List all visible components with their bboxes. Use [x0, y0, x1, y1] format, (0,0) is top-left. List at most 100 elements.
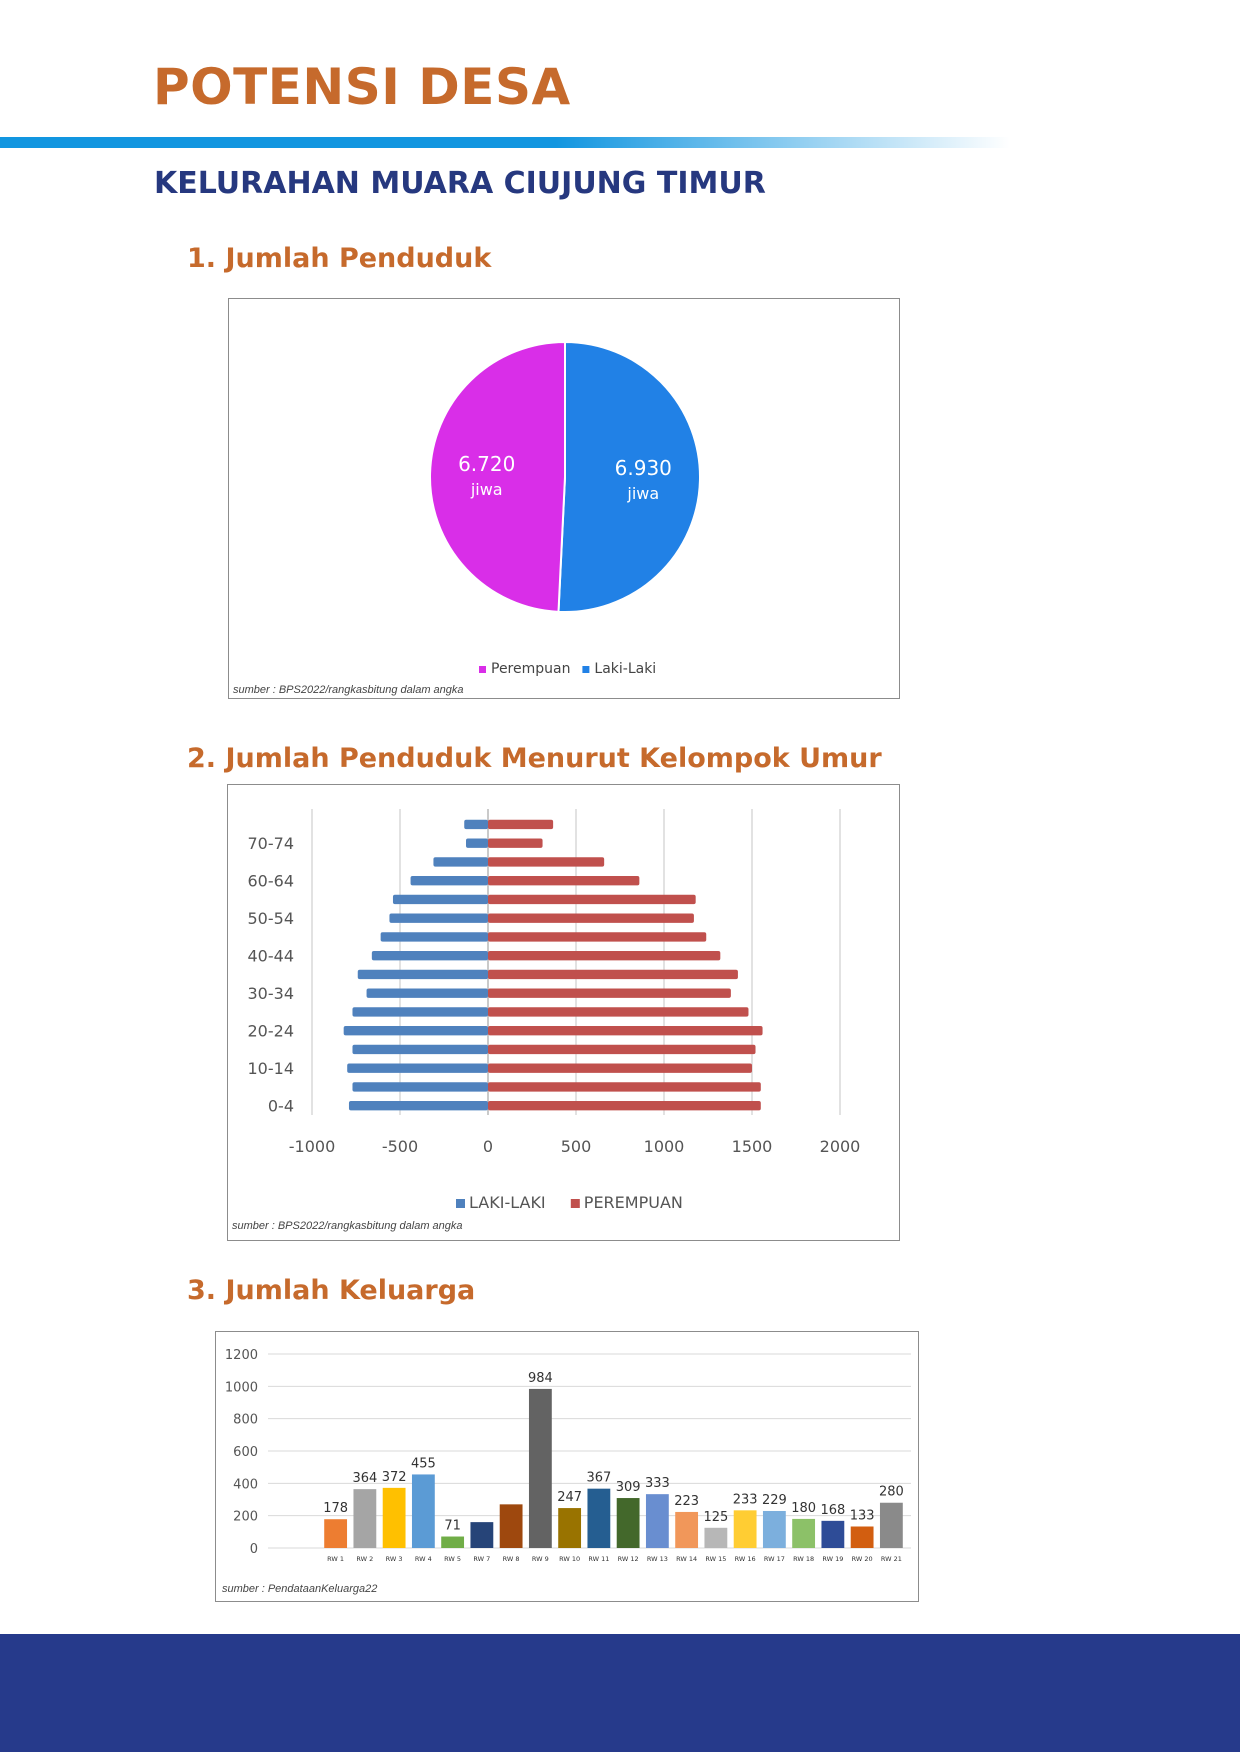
- data-label: 229: [762, 1493, 787, 1508]
- bar-laki-laki-55-59: [392, 894, 488, 905]
- pie-value-label: 6.720: [458, 452, 515, 476]
- bar-perempuan-65-69: [488, 857, 605, 867]
- x-tick-label: RW 7: [473, 1555, 490, 1563]
- bar-laki-laki-20-24: [343, 1025, 488, 1036]
- x-tick-label: RW 8: [503, 1555, 520, 1563]
- data-label: 71: [444, 1519, 461, 1534]
- bar-laki-laki-25-29: [352, 1007, 488, 1017]
- x-tick-label: RW 1: [327, 1555, 344, 1563]
- y-tick-label: 50-54: [248, 909, 295, 928]
- x-tick-label: -500: [382, 1137, 418, 1156]
- bar-laki-laki-40-44: [371, 950, 488, 961]
- bar-rw-9: [528, 1388, 552, 1548]
- bar-laki-laki-50-54: [389, 913, 488, 923]
- x-tick-label: 1500: [732, 1137, 773, 1156]
- bar-perempuan-10-14: [488, 1063, 752, 1073]
- bar-rw-3: [382, 1487, 406, 1548]
- bar-perempuan-70-74: [488, 838, 543, 848]
- bar-laki-laki-5-9: [352, 1082, 488, 1092]
- bar-perempuan-55-59: [488, 894, 696, 905]
- bar-rw-20: [850, 1526, 874, 1548]
- legend-swatch: [570, 1199, 580, 1208]
- x-tick-label: RW 15: [705, 1555, 726, 1563]
- pie-unit-label: jiwa: [470, 480, 503, 499]
- data-label: 984: [528, 1371, 553, 1386]
- y-tick-label: 40-44: [248, 947, 295, 966]
- family-chart-panel: 0 200 400 600 800 1000 1200 RW 1 178 RW 2 364 RW 3 3…: [215, 1331, 919, 1602]
- x-tick-label: RW 17: [764, 1555, 785, 1563]
- bar-perempuan-50-54: [488, 913, 694, 923]
- data-label: 367: [586, 1471, 611, 1486]
- y-tick-label: 600: [233, 1445, 258, 1460]
- bar-perempuan-15-19: [488, 1044, 756, 1055]
- bar-laki-laki-0-4: [348, 1100, 488, 1111]
- y-tick-label: 60-64: [248, 872, 295, 891]
- data-label: 133: [850, 1508, 875, 1523]
- bar-rw-14: [675, 1511, 699, 1548]
- section-title-penduduk: 1. Jumlah Penduduk: [187, 243, 492, 274]
- bar-rw-10: [558, 1508, 582, 1548]
- y-tick-label: 1200: [225, 1348, 258, 1363]
- x-tick-label: RW 14: [676, 1555, 697, 1563]
- bar-laki-laki-45-49: [380, 932, 488, 942]
- x-tick-label: RW 19: [822, 1555, 843, 1563]
- y-tick-label: 400: [233, 1477, 258, 1492]
- data-label: 280: [879, 1485, 904, 1500]
- x-tick-label: RW 21: [881, 1555, 902, 1563]
- data-label: 223: [674, 1494, 699, 1509]
- page-title: POTENSI DESA: [153, 58, 571, 116]
- legend-label: Perempuan: [491, 661, 570, 677]
- section-title-keluarga: 3. Jumlah Keluarga: [187, 1275, 476, 1306]
- bar-laki-laki-75+: [464, 819, 488, 830]
- x-tick-label: 0: [483, 1137, 493, 1156]
- population-pyramid-chart: -1000 -500 0 500 1000 1500 2000 0-4 10-14 20-24 30…: [248, 809, 860, 1212]
- source-note-pie: sumber : BPS2022/rangkasbitung dalam ang…: [233, 684, 464, 696]
- x-tick-label: RW 16: [735, 1555, 756, 1563]
- legend-swatch: [456, 1199, 465, 1208]
- data-label: 233: [733, 1492, 758, 1507]
- x-tick-label: 1000: [644, 1137, 685, 1156]
- y-tick-label: 10-14: [248, 1059, 295, 1078]
- pie-slice-perempuan: [429, 340, 566, 613]
- legend-label: Laki-Laki: [594, 661, 656, 677]
- bar-rw-16: [733, 1510, 757, 1548]
- bar-rw-5: [441, 1536, 465, 1548]
- bar-perempuan-0-4: [488, 1100, 761, 1111]
- bar-rw-18: [792, 1518, 816, 1548]
- x-tick-label: RW 4: [415, 1555, 432, 1563]
- y-tick-label: 1000: [225, 1380, 258, 1395]
- data-label: 364: [352, 1471, 377, 1486]
- pyramid-chart-panel: -1000 -500 0 500 1000 1500 2000 0-4 10-14 20-24 30…: [227, 784, 900, 1241]
- bar-perempuan-30-34: [488, 988, 731, 998]
- legend-swatch: [582, 666, 590, 673]
- bar-laki-laki-30-34: [366, 988, 488, 998]
- bar-rw-1: [324, 1519, 348, 1548]
- data-label: 455: [411, 1456, 436, 1471]
- legend-swatch: [479, 666, 486, 673]
- bar-rw-2: [353, 1489, 377, 1548]
- source-note-family: sumber : PendataanKeluarga22: [222, 1583, 378, 1595]
- bar-perempuan-45-49: [488, 932, 707, 942]
- bar-perempuan-5-9: [488, 1082, 761, 1092]
- data-label: 125: [703, 1510, 728, 1525]
- bar-perempuan-60-64: [488, 875, 640, 886]
- pie-slice-laki-laki: [557, 340, 701, 613]
- legend-label: LAKI-LAKI: [469, 1193, 546, 1212]
- bar-laki-laki-10-14: [347, 1063, 488, 1073]
- y-tick-label: 0: [250, 1542, 258, 1557]
- bar-rw-12: [616, 1498, 640, 1548]
- bar-rw-8: [499, 1504, 523, 1548]
- x-tick-label: RW 10: [559, 1555, 580, 1563]
- section-title-umur: 2. Jumlah Penduduk Menurut Kelompok Umur: [187, 743, 882, 774]
- data-label: 180: [791, 1501, 816, 1516]
- bar-rw-21: [879, 1502, 903, 1548]
- y-tick-label: 0-4: [268, 1097, 294, 1116]
- x-tick-label: RW 11: [588, 1555, 609, 1563]
- pie-chart: 6.930 jiwa 6.720 jiwa Perempuan Laki-Laki: [429, 340, 701, 677]
- family-bar-chart: 0 200 400 600 800 1000 1200 RW 1 178 RW 2 364 RW 3 3…: [225, 1348, 911, 1563]
- data-label: 168: [820, 1503, 845, 1518]
- data-label: 333: [645, 1476, 670, 1491]
- y-tick-label: 30-34: [248, 984, 295, 1003]
- y-tick-label: 70-74: [248, 834, 295, 853]
- bar-laki-laki-15-19: [352, 1044, 488, 1055]
